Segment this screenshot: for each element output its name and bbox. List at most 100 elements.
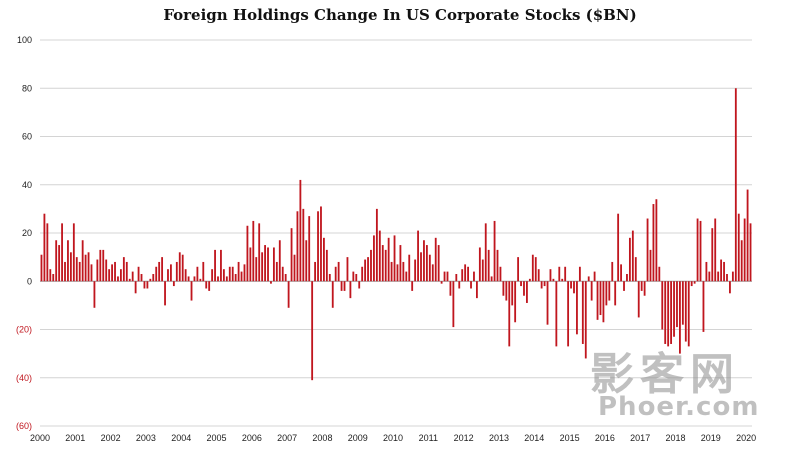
- bar: [78, 261, 81, 282]
- x-tick-label: 2003: [136, 433, 156, 443]
- bar: [746, 189, 749, 282]
- bar: [43, 213, 46, 282]
- bar: [478, 247, 481, 282]
- bar: [117, 276, 119, 282]
- bar: [49, 269, 52, 282]
- bar: [637, 281, 640, 318]
- bar: [220, 249, 222, 282]
- bar: [681, 281, 684, 325]
- bar: [423, 240, 425, 282]
- bar: [455, 274, 458, 282]
- bar: [202, 261, 205, 282]
- bar: [240, 271, 243, 282]
- bar: [258, 223, 261, 282]
- bar: [614, 281, 617, 306]
- bar: [308, 216, 311, 282]
- x-tick-label: 2015: [560, 433, 580, 443]
- bar: [164, 281, 166, 306]
- bar: [346, 257, 349, 282]
- bar: [658, 266, 661, 282]
- bar: [679, 281, 681, 354]
- bar: [452, 281, 455, 328]
- bar: [358, 281, 361, 289]
- bar: [367, 257, 369, 282]
- bar: [684, 281, 687, 342]
- bar: [561, 278, 564, 282]
- y-tick-label: (40): [16, 373, 32, 383]
- bar: [537, 269, 540, 282]
- bar: [581, 281, 584, 344]
- bar: [314, 261, 317, 282]
- bar: [296, 211, 299, 282]
- bar: [723, 261, 725, 282]
- bar: [493, 220, 496, 282]
- bar: [693, 281, 696, 284]
- bar: [620, 264, 622, 282]
- bar: [740, 240, 743, 282]
- bar: [199, 278, 202, 282]
- bar: [264, 245, 266, 282]
- bar: [119, 269, 122, 282]
- bar: [405, 271, 408, 282]
- bar: [743, 218, 746, 282]
- bar: [149, 278, 152, 282]
- x-tick-label: 2017: [630, 433, 650, 443]
- bar: [243, 264, 246, 282]
- bar: [102, 249, 105, 282]
- bar: [393, 235, 396, 282]
- bar: [640, 281, 643, 291]
- bar: [499, 266, 502, 282]
- bar: [272, 247, 275, 282]
- bar: [290, 228, 293, 282]
- bar: [696, 218, 699, 282]
- bar: [40, 254, 43, 282]
- bar: [111, 264, 113, 282]
- bar: [611, 261, 614, 282]
- bar: [193, 276, 196, 282]
- y-tick-label: 100: [17, 35, 32, 45]
- bar: [178, 252, 181, 282]
- bar: [731, 271, 734, 282]
- bar: [187, 276, 190, 282]
- bar: [520, 281, 522, 287]
- bar: [278, 240, 281, 282]
- bar: [473, 271, 475, 282]
- bar: [90, 264, 93, 282]
- bar: [152, 274, 155, 282]
- bar: [646, 218, 649, 282]
- bar: [270, 281, 272, 284]
- bar: [634, 257, 637, 282]
- bar: [514, 281, 517, 323]
- bar: [490, 276, 493, 282]
- bar: [293, 254, 296, 282]
- bar: [217, 276, 219, 282]
- bar: [373, 235, 375, 282]
- x-tick-label: 2011: [419, 433, 438, 443]
- bar: [364, 259, 367, 282]
- bar: [143, 281, 146, 289]
- bar: [252, 220, 255, 282]
- bar: [602, 281, 605, 323]
- bar: [134, 281, 137, 294]
- bar: [428, 254, 431, 282]
- bar: [378, 230, 381, 282]
- x-tick-label: 2010: [383, 433, 403, 443]
- x-tick-label: 2012: [454, 433, 474, 443]
- bar: [608, 281, 611, 301]
- bar: [464, 264, 467, 282]
- bar: [434, 237, 437, 282]
- bar: [328, 274, 331, 282]
- bar: [458, 281, 461, 289]
- bar: [181, 254, 184, 282]
- bar: [390, 261, 393, 282]
- bar: [655, 199, 658, 282]
- bar: [605, 281, 608, 306]
- bar: [567, 281, 570, 347]
- bar: [729, 281, 731, 294]
- bar: [676, 281, 678, 328]
- gridlines: [40, 39, 752, 427]
- bar: [125, 261, 128, 282]
- bar: [540, 281, 543, 289]
- bar: [320, 206, 322, 282]
